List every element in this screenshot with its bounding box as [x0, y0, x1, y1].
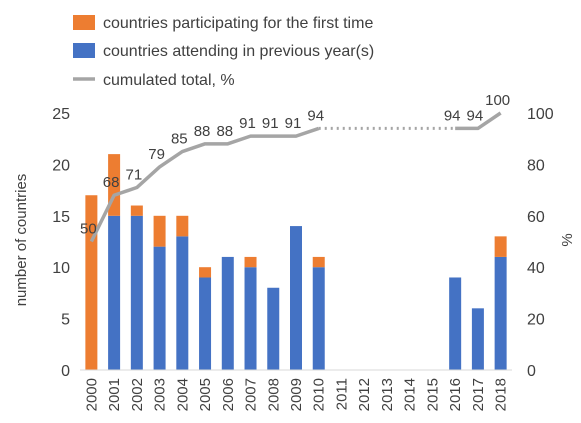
bar-previous-2002 — [130, 215, 143, 370]
x-tick-2004: 2004 — [174, 378, 191, 411]
cumulated-label-2007: 91 — [239, 115, 256, 132]
x-tick-2010: 2010 — [311, 378, 328, 411]
x-tick-2016: 2016 — [447, 378, 464, 411]
x-tick-2012: 2012 — [356, 378, 373, 411]
cumulated-label-2004: 85 — [171, 131, 188, 148]
bar-first-time-2010 — [312, 256, 325, 268]
cumulated-label-2017: 94 — [467, 107, 484, 124]
cumulated-line-solid-end — [455, 111, 502, 131]
y-tick-left: 15 — [52, 209, 70, 226]
x-tick-2005: 2005 — [197, 378, 214, 411]
bar-previous-2008 — [267, 287, 280, 370]
bar-previous-2018 — [494, 256, 507, 370]
x-tick-2011: 2011 — [333, 378, 350, 410]
y-tick-right: 80 — [527, 157, 545, 174]
y-tick-left: 10 — [52, 260, 70, 277]
bar-first-time-2007 — [244, 256, 257, 268]
x-tick-2006: 2006 — [220, 378, 237, 411]
cumulated-line-solid-start — [89, 126, 320, 243]
x-tick-2001: 2001 — [106, 378, 123, 411]
bar-first-time-2005 — [199, 267, 212, 278]
y-tick-left: 20 — [52, 157, 70, 174]
legend-swatch-previous — [73, 43, 95, 58]
bar-first-time-2003 — [153, 215, 166, 247]
legend-label-cumulated: cumulated total, % — [103, 72, 235, 89]
y-tick-right: 100 — [527, 106, 554, 123]
legend-label-first-time: countries participating for the first ti… — [103, 15, 373, 32]
y-tick-right: 60 — [527, 209, 545, 226]
bar-previous-2007 — [244, 267, 257, 370]
y-tick-left: 25 — [52, 106, 70, 123]
cumulated-label-2005: 88 — [194, 123, 211, 140]
y-axis-left-title: number of countries — [13, 174, 30, 307]
y-axis-right-title: % — [559, 233, 576, 246]
bar-previous-2001 — [108, 215, 121, 370]
y-tick-left: 5 — [61, 312, 70, 329]
x-tick-2002: 2002 — [129, 378, 146, 411]
x-tick-2003: 2003 — [152, 378, 169, 411]
bar-first-time-2002 — [130, 205, 143, 216]
cumulated-label-2010: 94 — [307, 107, 324, 124]
x-tick-2007: 2007 — [243, 378, 260, 411]
cumulated-label-2006: 88 — [216, 123, 233, 140]
cumulated-label-2002: 71 — [125, 167, 142, 184]
bar-previous-2004 — [176, 236, 189, 370]
y-tick-left: 0 — [61, 363, 70, 380]
x-tick-2000: 2000 — [83, 378, 100, 411]
bar-previous-2009 — [290, 226, 302, 370]
cumulated-label-2008: 91 — [262, 115, 279, 132]
bar-first-time-2018 — [494, 236, 507, 257]
legend-swatch-first-time — [73, 15, 95, 30]
x-tick-2014: 2014 — [402, 378, 419, 411]
bar-previous-2005 — [199, 277, 212, 370]
cumulated-label-2003: 79 — [148, 146, 165, 163]
bar-previous-2006 — [221, 256, 234, 370]
bar-first-time-2004 — [176, 215, 189, 237]
x-tick-2017: 2017 — [470, 378, 487, 411]
bar-previous-2010 — [312, 267, 325, 370]
x-tick-2009: 2009 — [288, 378, 305, 411]
legend: countries participating for the first ti… — [73, 15, 374, 89]
x-tick-2018: 2018 — [493, 378, 510, 411]
y-tick-right: 20 — [527, 312, 545, 329]
bar-previous-2003 — [153, 246, 166, 370]
x-tick-2013: 2013 — [379, 378, 396, 411]
bar-previous-2016 — [449, 277, 462, 370]
plot-area: 0 5 10 15 20 25 0 20 40 60 80 100 2000 2001 2002 2003 20… — [52, 92, 554, 411]
x-tick-2008: 2008 — [265, 378, 282, 411]
bar-previous-2017 — [471, 308, 484, 370]
x-tick-2015: 2015 — [424, 378, 441, 411]
cumulated-label-2000: 50 — [80, 221, 97, 238]
y-tick-right: 40 — [527, 260, 545, 277]
cumulated-label-2018: 100 — [485, 92, 510, 109]
legend-label-previous: countries attending in previous year(s) — [103, 43, 374, 60]
cumulated-label-2009: 91 — [285, 115, 302, 132]
cumulated-label-2001: 68 — [103, 174, 120, 191]
cumulated-label-2016: 94 — [444, 107, 461, 124]
y-tick-right: 0 — [527, 363, 536, 380]
